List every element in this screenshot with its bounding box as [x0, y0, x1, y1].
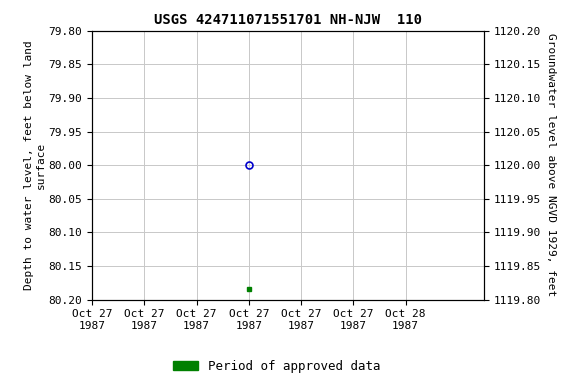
- Y-axis label: Groundwater level above NGVD 1929, feet: Groundwater level above NGVD 1929, feet: [547, 33, 556, 297]
- Legend: Period of approved data: Period of approved data: [168, 355, 385, 378]
- Y-axis label: Depth to water level, feet below land
surface: Depth to water level, feet below land su…: [24, 40, 46, 290]
- Title: USGS 424711071551701 NH-NJW  110: USGS 424711071551701 NH-NJW 110: [154, 13, 422, 27]
